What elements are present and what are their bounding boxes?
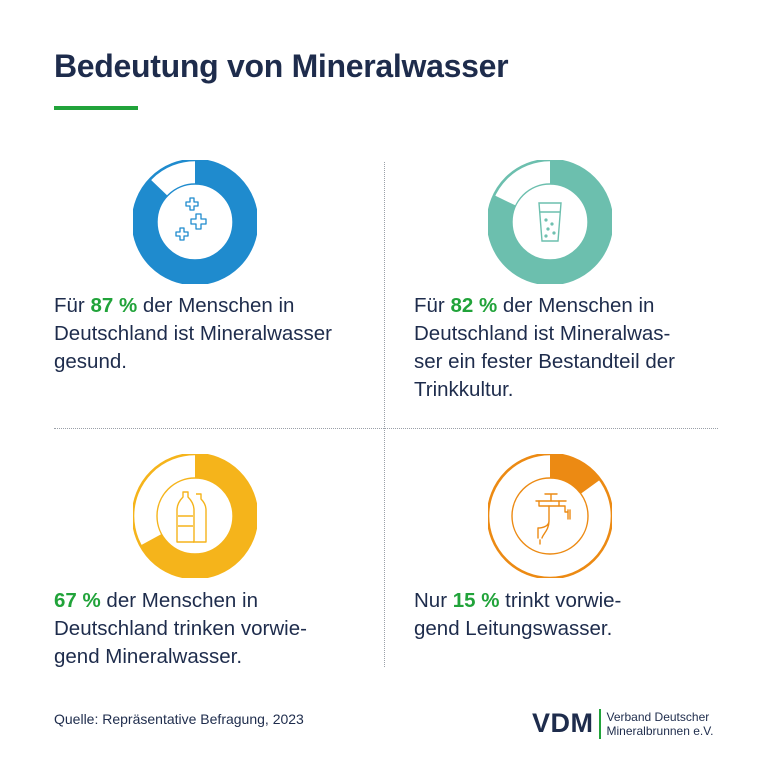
panel-text-mineral: 67 % der Menschen in Deutschland trinken… bbox=[54, 587, 384, 671]
panel-text-health: Für 87 % der Menschen in Deutschland ist… bbox=[54, 292, 384, 376]
percent-value: 67 % bbox=[54, 589, 101, 612]
vertical-divider bbox=[384, 162, 385, 667]
percent-value: 82 % bbox=[450, 294, 498, 317]
horizontal-divider bbox=[54, 428, 718, 429]
panel-line-3: ser ein fester Bestandteil der bbox=[414, 350, 675, 373]
donut-track-inner bbox=[511, 477, 589, 555]
panel-text-culture: Für 82 % der Menschen in Deutschland ist… bbox=[414, 292, 744, 404]
panel-line-2: gend Leitungswasser. bbox=[414, 617, 613, 640]
bottles-icon bbox=[176, 491, 207, 543]
panel-post: der Menschen in bbox=[100, 589, 258, 612]
donut-svg-health bbox=[133, 160, 257, 284]
faucet-icon bbox=[535, 493, 571, 545]
donut-svg-mineral bbox=[133, 454, 257, 578]
panel-pre: Für bbox=[414, 294, 451, 317]
donut-arc bbox=[133, 160, 257, 284]
panel-line-2: Deutschland ist Mineralwasser bbox=[54, 322, 333, 345]
logo-separator bbox=[598, 708, 601, 739]
title-underline bbox=[54, 106, 138, 110]
donut-arc bbox=[133, 454, 257, 578]
water-glass-icon bbox=[538, 202, 562, 242]
panel-line-2: Deutschland ist Mineralwas- bbox=[414, 322, 671, 345]
panel-line-3: gend Mineralwasser. bbox=[54, 645, 243, 668]
panel-text-tapwater: Nur 15 % trinkt vorwie- gend Leitungswas… bbox=[414, 587, 744, 643]
donut-track-inner bbox=[511, 183, 589, 261]
donut-arc bbox=[488, 454, 612, 578]
panel-line-4: Trinkkultur. bbox=[414, 378, 514, 401]
logo-mark: VDM bbox=[532, 708, 594, 738]
panel-post: der Menschen in bbox=[497, 294, 655, 317]
donut-svg-culture bbox=[488, 160, 612, 284]
logo-text: Verband Deutscher Mineralbrunnen e.V. bbox=[607, 710, 714, 738]
logo-line-1: Verband Deutscher bbox=[606, 709, 710, 724]
panel-pre: Für bbox=[54, 294, 91, 317]
panel-line-3: gesund. bbox=[54, 350, 127, 373]
percent-value: 15 % bbox=[452, 589, 500, 612]
donut-svg-tapwater bbox=[488, 454, 612, 578]
donut-chart-tapwater bbox=[488, 454, 612, 578]
vdm-logo: VDM Verband Deutscher Mineralbrunnen e.V… bbox=[532, 708, 713, 739]
page-title: Bedeutung von Mineralwasser bbox=[54, 48, 509, 84]
donut-chart-health bbox=[133, 160, 257, 284]
panel-pre: Nur bbox=[414, 589, 453, 612]
donut-track-inner bbox=[156, 183, 234, 261]
percent-value: 87 % bbox=[90, 294, 138, 317]
panel-post: der Menschen in bbox=[137, 294, 295, 317]
medical-crosses-icon bbox=[175, 197, 207, 241]
donut-chart-culture bbox=[488, 160, 612, 284]
source-note: Quelle: Repräsentative Befragung, 2023 bbox=[54, 711, 304, 727]
panel-post: trinkt vorwie- bbox=[499, 589, 622, 612]
donut-chart-mineral bbox=[133, 454, 257, 578]
donut-arc bbox=[488, 160, 612, 284]
panel-line-2: Deutschland trinken vorwie- bbox=[54, 617, 307, 640]
logo-line-2: Mineralbrunnen e.V. bbox=[606, 723, 714, 738]
